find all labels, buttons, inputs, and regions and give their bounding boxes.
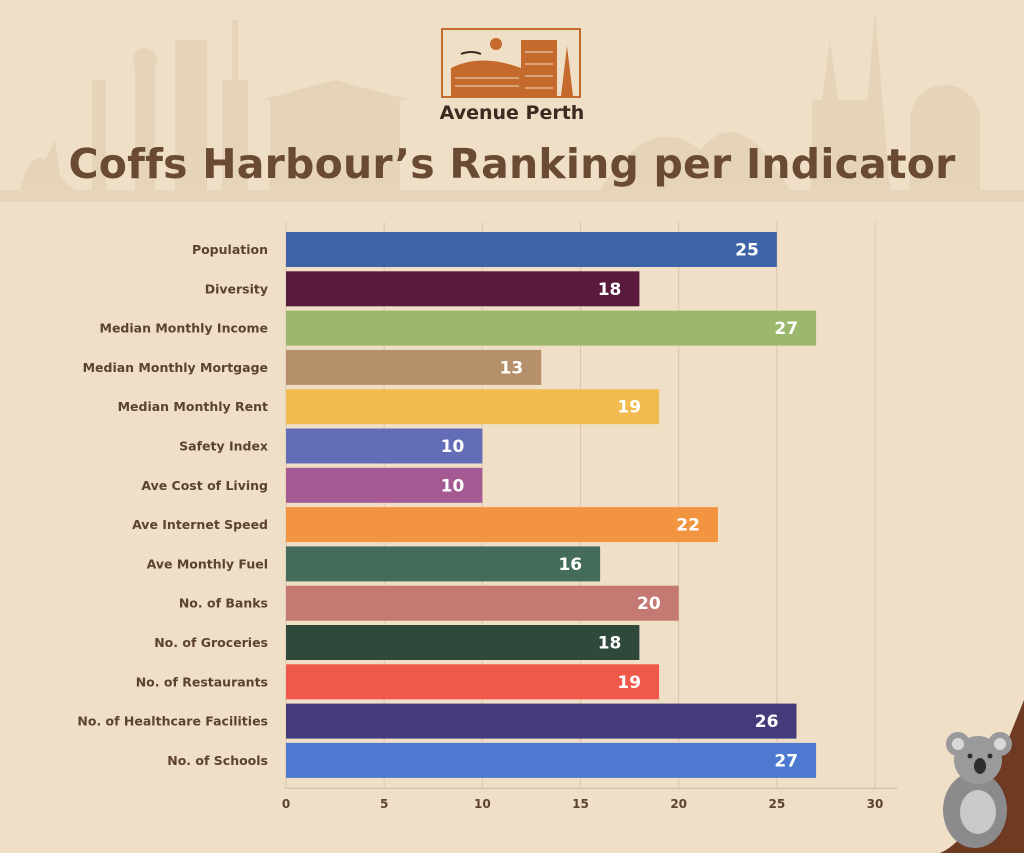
value-label: 20 bbox=[637, 594, 661, 614]
category-label: Median Monthly Income bbox=[100, 321, 268, 336]
value-label: 10 bbox=[441, 437, 465, 457]
bar bbox=[286, 742, 817, 778]
x-tick-label: 20 bbox=[670, 797, 687, 811]
value-label: 22 bbox=[676, 516, 700, 536]
category-label: Diversity bbox=[205, 281, 268, 296]
category-label: No. of Restaurants bbox=[136, 674, 268, 689]
bar bbox=[286, 271, 640, 307]
bar bbox=[286, 664, 660, 700]
value-label: 27 bbox=[774, 751, 798, 771]
bar bbox=[286, 507, 718, 543]
bar bbox=[286, 546, 601, 582]
bar bbox=[286, 703, 797, 739]
value-label: 19 bbox=[617, 398, 641, 418]
value-label: 18 bbox=[598, 634, 622, 654]
bar bbox=[286, 625, 640, 660]
value-label: 10 bbox=[441, 476, 465, 496]
x-tick-label: 25 bbox=[768, 797, 785, 811]
city-skyline-silhouette bbox=[0, 10, 1024, 202]
bar bbox=[286, 428, 483, 464]
category-label: Ave Cost of Living bbox=[141, 478, 268, 493]
bar bbox=[286, 389, 660, 425]
value-label: 13 bbox=[500, 358, 524, 378]
value-label: 18 bbox=[598, 280, 622, 300]
category-label: No. of Healthcare Facilities bbox=[77, 714, 268, 729]
chart-title: Coffs Harbour’s Ranking per Indicator bbox=[68, 140, 956, 188]
value-label: 25 bbox=[735, 241, 759, 261]
value-label: 27 bbox=[774, 319, 798, 339]
category-label: Ave Internet Speed bbox=[132, 517, 268, 532]
x-tick-label: 5 bbox=[380, 797, 388, 811]
x-tick-label: 30 bbox=[867, 797, 884, 811]
value-label: 26 bbox=[755, 712, 779, 732]
category-label: Ave Monthly Fuel bbox=[147, 556, 268, 571]
brand-logo bbox=[441, 28, 581, 98]
category-label: Safety Index bbox=[179, 439, 268, 454]
x-tick-label: 10 bbox=[474, 797, 491, 811]
category-label: No. of Banks bbox=[179, 596, 268, 611]
x-tick-label: 0 bbox=[282, 797, 290, 811]
category-label: No. of Groceries bbox=[154, 635, 268, 650]
value-label: 19 bbox=[617, 673, 641, 693]
bar bbox=[286, 467, 483, 503]
bar bbox=[286, 310, 817, 346]
x-tick-label: 15 bbox=[572, 797, 589, 811]
category-label: Median Monthly Mortgage bbox=[83, 360, 268, 375]
value-label: 16 bbox=[558, 555, 582, 575]
bar bbox=[286, 585, 679, 621]
category-label: No. of Schools bbox=[167, 753, 268, 768]
category-label: Median Monthly Rent bbox=[118, 399, 268, 414]
bar bbox=[286, 349, 542, 385]
bar bbox=[286, 232, 777, 267]
category-label: Population bbox=[192, 242, 268, 257]
koala-icon bbox=[940, 700, 1024, 853]
brand-name: Avenue Perth bbox=[439, 102, 585, 124]
